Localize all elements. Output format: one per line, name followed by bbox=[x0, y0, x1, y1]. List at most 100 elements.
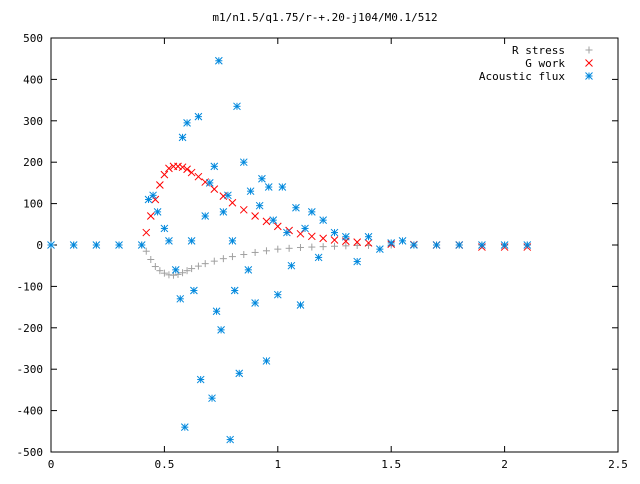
y-tick-label: -300 bbox=[17, 363, 44, 376]
data-point bbox=[219, 208, 228, 216]
data-point bbox=[455, 241, 464, 249]
data-point bbox=[176, 294, 185, 303]
series-layer bbox=[47, 56, 532, 444]
data-point bbox=[47, 241, 55, 249]
y-tick-label: 100 bbox=[23, 198, 43, 211]
data-point bbox=[230, 286, 239, 295]
legend-marker bbox=[585, 72, 593, 80]
data-point bbox=[364, 232, 373, 241]
data-point bbox=[255, 201, 264, 210]
data-point bbox=[160, 224, 169, 233]
data-point bbox=[292, 203, 300, 212]
data-point bbox=[187, 168, 196, 177]
data-point bbox=[331, 242, 338, 250]
data-point bbox=[196, 375, 205, 384]
y-tick-label: -400 bbox=[17, 405, 44, 418]
data-point bbox=[178, 133, 187, 142]
data-point bbox=[296, 301, 305, 309]
data-point bbox=[115, 241, 123, 249]
y-tick-label: -200 bbox=[17, 322, 44, 335]
y-tick-label: -100 bbox=[17, 280, 44, 293]
data-point bbox=[142, 247, 150, 255]
data-point bbox=[314, 253, 323, 262]
series-3 bbox=[47, 56, 532, 444]
x-tick-label: 1 bbox=[274, 458, 281, 471]
chart-title: m1/n1.5/q1.75/r-+.20-j104/M0.1/512 bbox=[212, 11, 437, 24]
data-point bbox=[194, 262, 202, 270]
x-tick-label: 1.5 bbox=[381, 458, 401, 471]
data-point bbox=[244, 265, 253, 274]
data-point bbox=[188, 265, 196, 273]
data-point bbox=[190, 286, 198, 295]
data-point bbox=[410, 241, 418, 249]
data-point bbox=[169, 271, 177, 279]
data-point bbox=[398, 237, 407, 245]
legend-label: G work bbox=[525, 57, 565, 70]
data-point bbox=[500, 241, 509, 249]
data-point bbox=[194, 112, 203, 121]
data-point bbox=[235, 369, 244, 378]
data-point bbox=[285, 244, 293, 252]
data-point bbox=[330, 236, 339, 244]
data-point bbox=[251, 299, 259, 307]
data-point bbox=[240, 251, 248, 259]
data-point bbox=[183, 267, 191, 275]
data-point bbox=[301, 224, 309, 233]
data-point bbox=[165, 237, 173, 245]
data-point bbox=[183, 119, 191, 127]
data-point bbox=[194, 172, 203, 181]
data-point bbox=[307, 232, 316, 241]
data-point bbox=[178, 163, 187, 172]
legend-marker bbox=[585, 46, 593, 54]
data-point bbox=[364, 239, 373, 247]
data-point bbox=[187, 237, 196, 245]
y-tick-label: 500 bbox=[23, 32, 43, 45]
data-point bbox=[210, 257, 218, 265]
data-point bbox=[210, 162, 219, 171]
data-point bbox=[210, 185, 219, 193]
legend-marker bbox=[585, 59, 593, 67]
data-point bbox=[269, 216, 278, 225]
y-tick-label: 200 bbox=[23, 156, 43, 169]
x-tick-label: 0 bbox=[48, 458, 55, 471]
data-point bbox=[251, 212, 259, 220]
data-point bbox=[258, 174, 266, 183]
data-point bbox=[137, 241, 146, 249]
data-point bbox=[156, 181, 164, 189]
data-point bbox=[353, 257, 362, 266]
data-point bbox=[217, 326, 225, 334]
series-2 bbox=[142, 162, 532, 251]
data-point bbox=[151, 263, 159, 271]
x-tick-label: 2 bbox=[501, 458, 508, 471]
data-point bbox=[92, 241, 101, 249]
data-point bbox=[387, 239, 396, 247]
data-point bbox=[307, 208, 316, 216]
data-point bbox=[376, 245, 384, 253]
data-point bbox=[239, 205, 248, 214]
legend-label: Acoustic flux bbox=[479, 70, 565, 83]
data-point bbox=[153, 208, 162, 216]
data-point bbox=[156, 267, 164, 275]
data-point bbox=[201, 260, 209, 268]
x-tick-label: 0.5 bbox=[154, 458, 174, 471]
y-tick-label: 0 bbox=[36, 239, 43, 252]
y-tick-label: 300 bbox=[23, 115, 43, 128]
data-point bbox=[233, 102, 241, 111]
data-point bbox=[228, 198, 237, 207]
data-point bbox=[160, 269, 168, 277]
data-point bbox=[224, 191, 232, 200]
data-point bbox=[239, 158, 248, 167]
data-point bbox=[274, 245, 282, 253]
data-point bbox=[296, 243, 304, 251]
data-point bbox=[273, 222, 282, 231]
x-tick-label: 2.5 bbox=[608, 458, 628, 471]
data-point bbox=[319, 234, 328, 243]
data-point bbox=[296, 229, 305, 238]
data-point bbox=[330, 228, 339, 237]
data-point bbox=[353, 238, 362, 246]
data-point bbox=[251, 248, 259, 256]
data-point bbox=[342, 242, 350, 250]
data-point bbox=[308, 243, 316, 251]
data-point bbox=[262, 247, 270, 255]
